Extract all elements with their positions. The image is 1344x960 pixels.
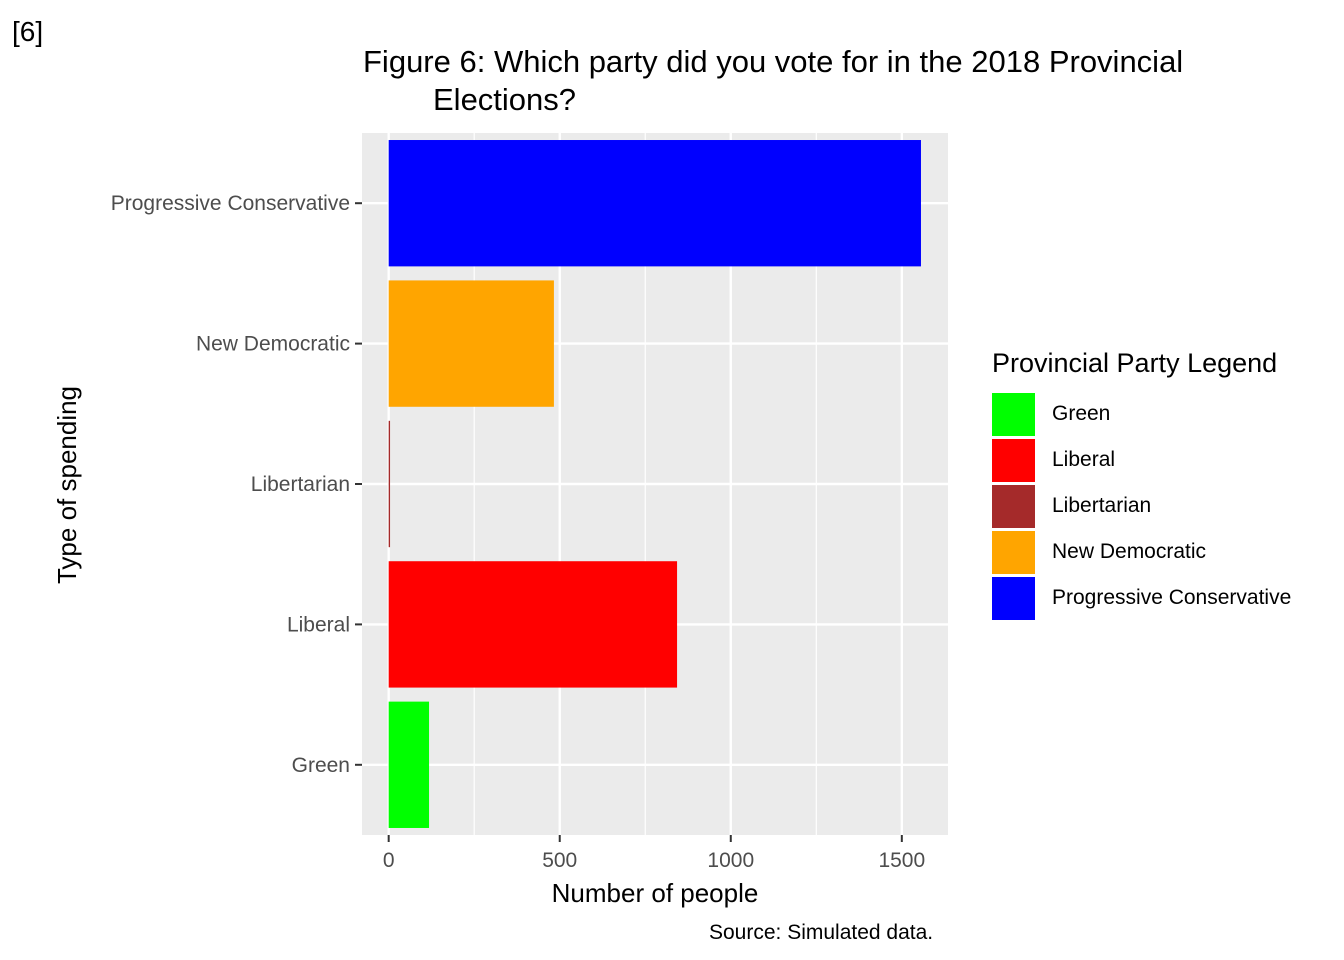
y-tick-label-progressive-conservative: Progressive Conservative <box>111 192 350 215</box>
y-axis-title: Type of spending <box>52 386 82 584</box>
figure-tag: [6] <box>12 16 44 47</box>
x-tick-label-0: 0 <box>383 849 395 872</box>
legend-key-progressive-conservative <box>992 576 1035 620</box>
legend-item-libertarian: Libertarian <box>992 483 1291 529</box>
y-tick-label-new-democratic: New Democratic <box>196 333 350 356</box>
bar-progressive-conservative <box>388 140 921 267</box>
legend-label-green: Green <box>1052 402 1111 425</box>
legend-label-liberal: Liberal <box>1052 448 1116 471</box>
legend-item-liberal: Liberal <box>992 437 1291 483</box>
legend-title: Provincial Party Legend <box>992 348 1278 378</box>
bar-new-democratic <box>388 280 554 407</box>
x-tick-label-500: 500 <box>542 849 577 872</box>
legend-item-green: Green <box>992 391 1291 437</box>
legend-key-libertarian <box>992 484 1035 528</box>
legend-label-libertarian: Libertarian <box>1052 494 1152 517</box>
legend-item-progressive-conservative: Progressive Conservative <box>992 575 1291 621</box>
y-tick-label-libertarian: Libertarian <box>251 473 350 496</box>
x-axis-title: Number of people <box>552 878 759 908</box>
y-tick-label-liberal: Liberal <box>287 613 350 636</box>
y-tick-label-green: Green <box>292 754 350 777</box>
chart-title-line-2: Elections? <box>433 82 577 117</box>
legend-key-green <box>992 392 1035 436</box>
chart-title-line-1: Figure 6: Which party did you vote for i… <box>363 44 1184 79</box>
legend-label-new-democratic: New Democratic <box>1052 540 1207 563</box>
legend-key-new-democratic <box>992 530 1035 574</box>
bar-libertarian <box>388 420 391 548</box>
legend-label-progressive-conservative: Progressive Conservative <box>1052 586 1292 609</box>
legend-key-liberal <box>992 438 1035 482</box>
source-caption: Source: Simulated data. <box>709 921 934 944</box>
bar-green <box>388 701 430 828</box>
x-tick-label-1500: 1500 <box>878 849 925 872</box>
bar-liberal <box>388 561 678 688</box>
legend-item-new-democratic: New Democratic <box>992 529 1291 575</box>
x-tick-label-1000: 1000 <box>707 849 754 872</box>
legend: Provincial Party Legend Green Liberal Li… <box>992 348 1291 621</box>
